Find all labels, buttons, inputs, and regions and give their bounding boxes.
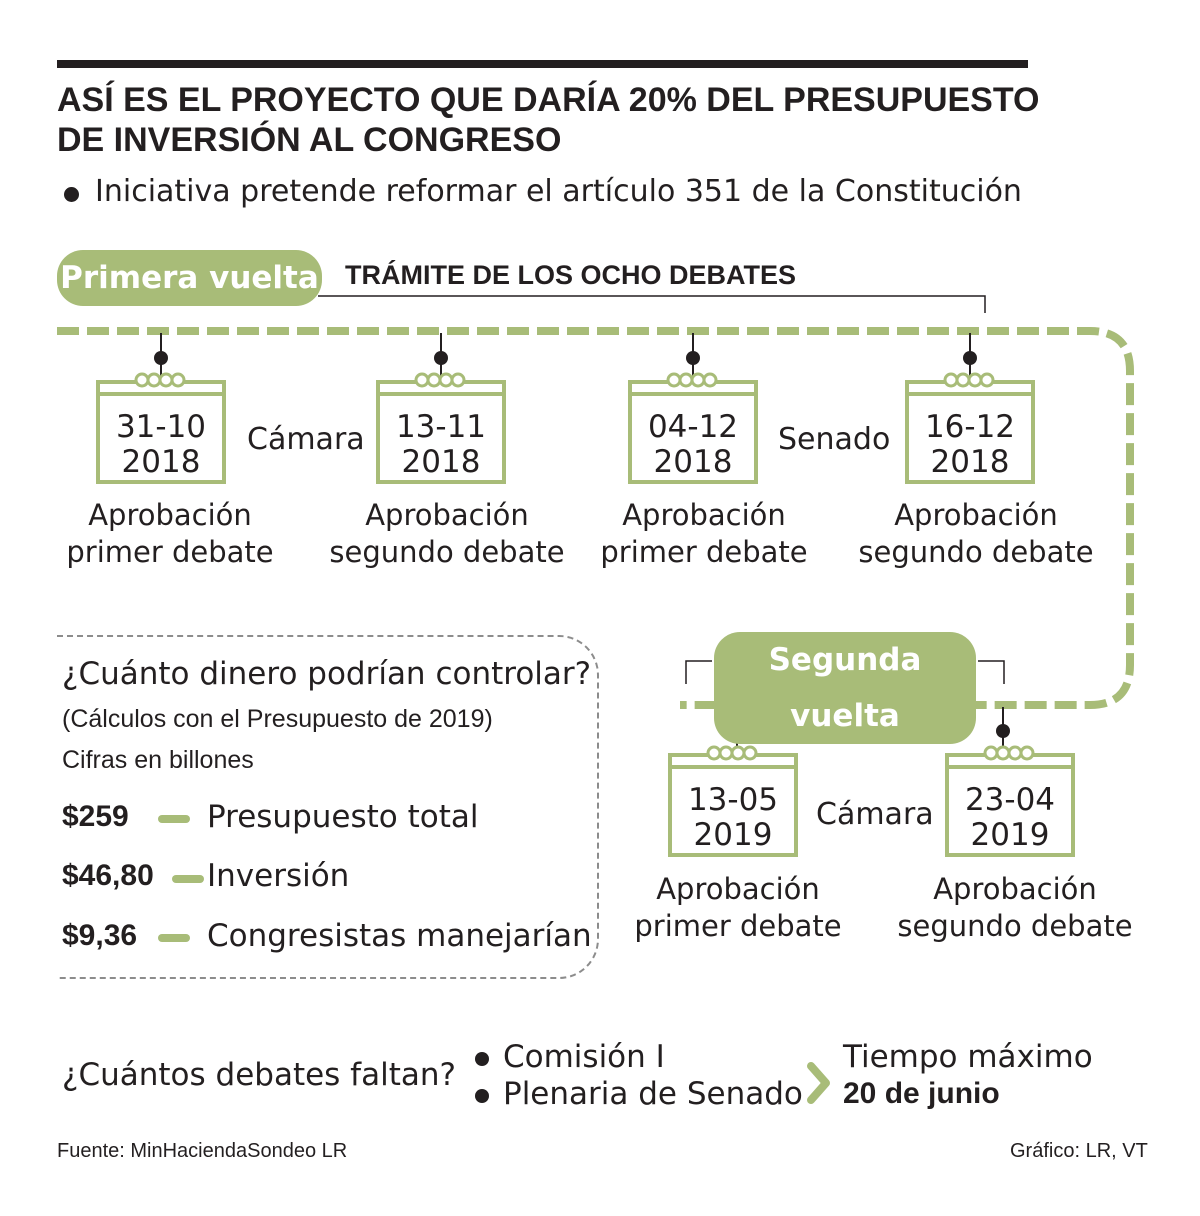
- process-title: TRÁMITE DE LOS OCHO DEBATES: [345, 260, 797, 290]
- event-date: 13-11: [395, 409, 487, 445]
- remaining-item-2: Plenaria de Senado: [503, 1076, 803, 1112]
- money-unit: Cifras en billones: [62, 746, 254, 774]
- calendar-icon: [376, 372, 506, 484]
- amount-congress-label: Congresistas manejarían: [207, 918, 592, 954]
- amount-total-label: Presupuesto total: [207, 799, 479, 835]
- event-year: 2018: [653, 444, 733, 480]
- money-question: ¿Cuánto dinero podrían controlar?: [62, 656, 592, 692]
- calendar-icon: [905, 372, 1035, 484]
- chamber-label-senado: Senado: [778, 422, 891, 457]
- event-desc-line: segundo debate: [858, 535, 1094, 569]
- event-desc-line: Aprobación: [88, 498, 252, 532]
- event-desc-line: primer debate: [634, 909, 842, 943]
- event-card-4: 16-12 2018: [905, 372, 1035, 488]
- remaining-item-1: Comisión I: [503, 1039, 665, 1075]
- second-round-pill: Segunda vuelta: [714, 632, 976, 744]
- money-note: (Cálculos con el Presupuesto de 2019): [62, 705, 493, 733]
- calendar-icon: [96, 372, 226, 484]
- event-desc-line: Aprobación: [933, 872, 1097, 906]
- event-card-5: 13-05 2019: [668, 745, 798, 861]
- event-desc-1: Aprobación primer debate: [56, 497, 284, 571]
- event-year: 2019: [693, 817, 773, 853]
- event-card-2: 13-11 2018: [376, 372, 506, 488]
- dash-marker: [172, 875, 204, 883]
- bullet-icon: [475, 1052, 489, 1066]
- event-date: 23-04: [964, 782, 1056, 818]
- chamber-label-camara-2: Cámara: [816, 797, 934, 832]
- first-round-pill: Primera vuelta: [57, 250, 322, 306]
- event-desc-line: segundo debate: [329, 535, 565, 569]
- title-line-2: DE INVERSIÓN AL CONGRESO: [57, 121, 562, 159]
- top-rule: [57, 60, 1028, 68]
- event-year: 2019: [970, 817, 1050, 853]
- amount-congress: $9,36: [62, 919, 138, 952]
- calendar-icon: [628, 372, 758, 484]
- event-desc-line: primer debate: [66, 535, 274, 569]
- calendar-icon: [945, 745, 1075, 857]
- event-year: 2018: [121, 444, 201, 480]
- money-box: [57, 635, 599, 979]
- amount-investment-label: Inversión: [207, 858, 350, 894]
- event-date: 04-12: [647, 409, 739, 445]
- amount-investment: $46,80: [62, 859, 154, 892]
- event-year: 2018: [930, 444, 1010, 480]
- event-desc-5: Aprobación primer debate: [624, 871, 852, 945]
- event-desc-line: Aprobación: [656, 872, 820, 906]
- credit-note: Gráfico: LR, VT: [1010, 1140, 1148, 1162]
- event-desc-4: Aprobación segundo debate: [851, 497, 1101, 571]
- event-desc-2: Aprobación segundo debate: [322, 497, 572, 571]
- event-desc-3: Aprobación primer debate: [590, 497, 818, 571]
- dash-marker: [158, 934, 190, 942]
- subtitle: Iniciativa pretende reformar el artículo…: [95, 174, 1022, 209]
- page-title: ASÍ ES EL PROYECTO QUE DARÍA 20% DEL PRE…: [57, 80, 1039, 160]
- event-card-3: 04-12 2018: [628, 372, 758, 488]
- remaining-question: ¿Cuántos debates faltan?: [62, 1057, 456, 1093]
- dash-marker: [158, 815, 190, 823]
- event-desc-6: Aprobación segundo debate: [890, 871, 1140, 945]
- title-line-1: ASÍ ES EL PROYECTO QUE DARÍA 20% DEL PRE…: [57, 81, 1040, 119]
- bullet-icon: [64, 187, 79, 202]
- event-date: 31-10: [115, 409, 207, 445]
- calendar-icon: [668, 745, 798, 857]
- event-date: 16-12: [924, 409, 1016, 445]
- event-desc-line: Aprobación: [894, 498, 1058, 532]
- event-desc-line: segundo debate: [897, 909, 1133, 943]
- event-date: 13-05: [687, 782, 779, 818]
- bullet-icon: [475, 1089, 489, 1103]
- event-desc-line: Aprobación: [365, 498, 529, 532]
- chevron-right-icon: [807, 1062, 830, 1104]
- event-desc-line: primer debate: [600, 535, 808, 569]
- deadline-value: 20 de junio: [843, 1077, 1000, 1110]
- event-year: 2018: [401, 444, 481, 480]
- amount-total: $259: [62, 800, 129, 833]
- chamber-label-camara: Cámara: [247, 422, 365, 457]
- source-note: Fuente: MinHaciendaSondeo LR: [57, 1140, 348, 1162]
- event-card-6: 23-04 2019: [945, 745, 1075, 861]
- event-card-1: 31-10 2018: [96, 372, 226, 488]
- deadline-label: Tiempo máximo: [843, 1039, 1093, 1075]
- event-desc-line: Aprobación: [622, 498, 786, 532]
